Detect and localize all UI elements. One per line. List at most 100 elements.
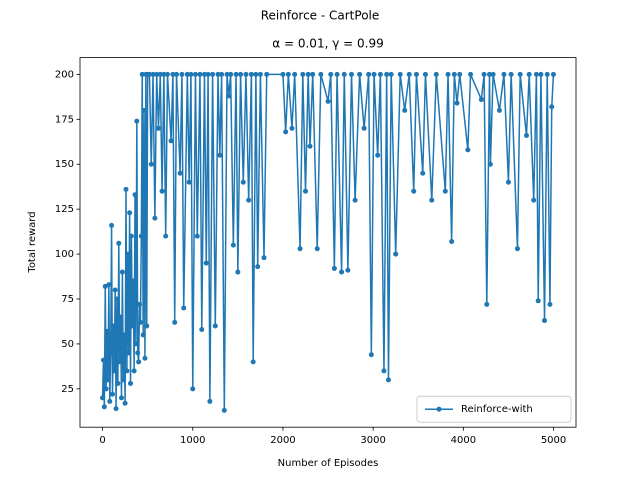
point [481, 71, 487, 77]
point [468, 71, 474, 77]
point [122, 400, 128, 406]
point [100, 395, 106, 401]
point [496, 107, 502, 113]
point [119, 269, 125, 275]
point [280, 71, 286, 77]
point [397, 71, 403, 77]
point [454, 100, 460, 106]
point [154, 71, 160, 77]
point [230, 242, 236, 248]
point [221, 407, 227, 413]
point [352, 197, 358, 203]
point [126, 350, 132, 356]
point [538, 71, 544, 77]
point [115, 380, 121, 386]
point [159, 188, 165, 194]
point [146, 71, 152, 77]
point [334, 71, 340, 77]
point [307, 143, 313, 149]
point [124, 368, 130, 374]
point [465, 147, 471, 153]
x-tick-label: 0 [99, 435, 105, 446]
point [217, 152, 223, 158]
x-tick-label: 3000 [360, 435, 385, 446]
point [305, 71, 311, 77]
point [125, 251, 131, 257]
point [203, 260, 209, 266]
point [393, 251, 399, 257]
point [411, 188, 417, 194]
point [549, 104, 555, 110]
point [226, 93, 232, 99]
point [194, 233, 200, 239]
point [368, 352, 374, 358]
point [128, 233, 134, 239]
point [106, 282, 112, 288]
point [449, 239, 455, 245]
point [451, 71, 457, 77]
point [132, 192, 138, 198]
point [348, 71, 354, 77]
y-tick-label: 75 [61, 294, 74, 305]
point [212, 323, 218, 329]
point [523, 132, 529, 138]
point [109, 222, 115, 228]
y-tick-label: 125 [55, 204, 74, 215]
point [478, 97, 484, 103]
point [109, 391, 115, 397]
point [357, 71, 363, 77]
point [429, 197, 435, 203]
point [505, 179, 511, 185]
point [123, 186, 129, 192]
point [297, 246, 303, 252]
point [134, 118, 140, 124]
x-tick-label: 2000 [270, 435, 295, 446]
point [224, 71, 230, 77]
point [501, 71, 507, 77]
y-axis-label: Total reward [27, 211, 38, 273]
x-tick-label: 1000 [180, 435, 205, 446]
y-tick-label: 100 [55, 249, 74, 260]
point [174, 71, 180, 77]
plot-frame [79, 57, 577, 428]
point [420, 170, 426, 176]
point [433, 71, 439, 77]
point [101, 404, 107, 410]
point [120, 377, 126, 383]
x-tick-label: 5000 [541, 435, 566, 446]
point [289, 125, 295, 131]
point [152, 215, 158, 221]
point [129, 323, 135, 329]
point [248, 71, 254, 77]
point [128, 380, 134, 386]
point [235, 269, 241, 275]
point [375, 152, 381, 158]
point [155, 125, 161, 131]
point [116, 240, 122, 246]
point [137, 319, 143, 325]
point [402, 107, 408, 113]
point [127, 210, 133, 216]
point [163, 233, 169, 239]
point [261, 255, 267, 261]
point [104, 328, 110, 334]
point [164, 71, 170, 77]
point [136, 359, 142, 365]
point [130, 278, 136, 284]
y-tick-label: 150 [55, 159, 74, 170]
point [141, 107, 147, 113]
series-line [101, 73, 555, 412]
point [547, 301, 553, 307]
point [285, 71, 291, 77]
point [490, 71, 496, 77]
point [219, 71, 225, 77]
point [544, 71, 550, 77]
point [137, 301, 143, 307]
point [199, 327, 205, 333]
point [215, 71, 221, 77]
point [112, 287, 118, 293]
point [331, 265, 337, 271]
point [542, 318, 548, 324]
point [302, 188, 308, 194]
